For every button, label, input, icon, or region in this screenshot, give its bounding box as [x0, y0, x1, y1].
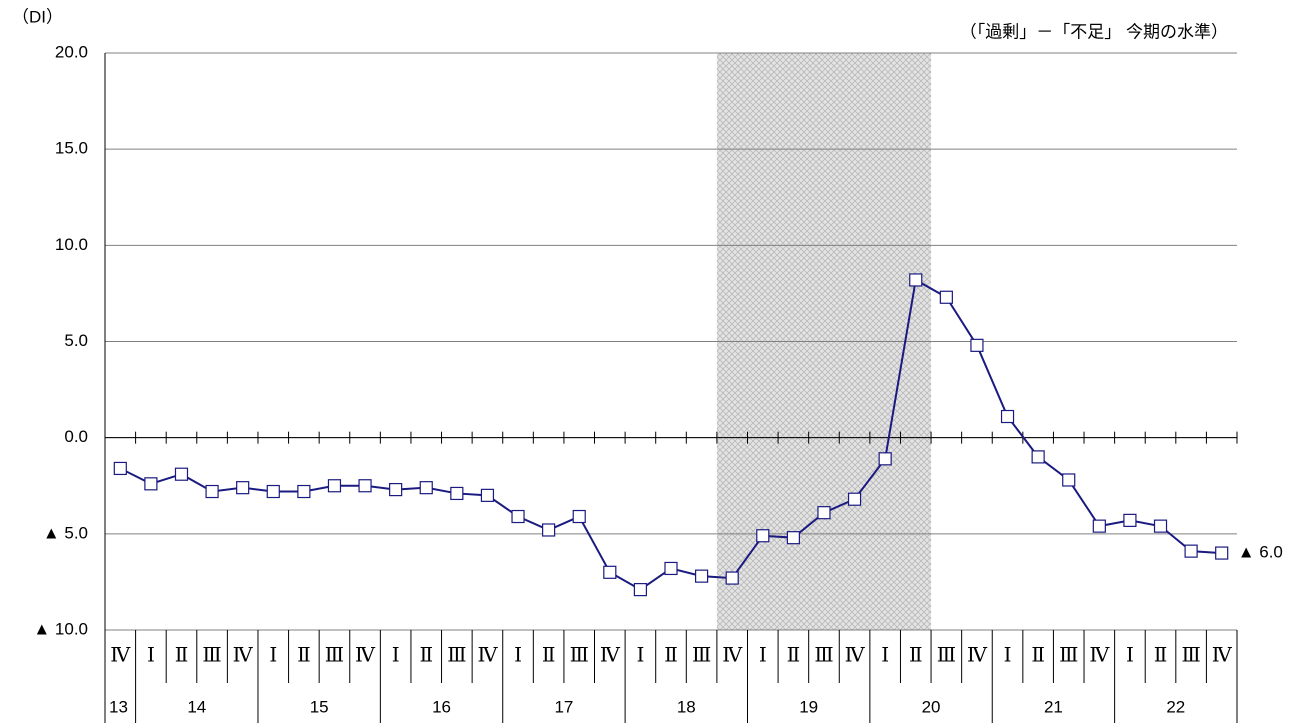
data-point	[144, 477, 158, 491]
x-tick-label: Ⅲ	[1181, 645, 1200, 667]
year-label: 15	[310, 697, 329, 716]
x-tick-label: Ⅱ	[1031, 645, 1045, 667]
x-tick-label: Ⅲ	[692, 645, 711, 667]
data-point	[236, 481, 250, 495]
data-point	[1153, 519, 1168, 533]
y-tick-label: 0.0	[64, 427, 88, 446]
data-point	[1184, 544, 1198, 558]
data-point	[174, 467, 189, 481]
y-tick-label: 10.0	[55, 235, 88, 254]
data-point	[756, 529, 770, 543]
data-point	[847, 492, 862, 506]
y-tick-label: 5.0	[64, 331, 88, 350]
x-tick-label: Ⅲ	[814, 645, 833, 667]
data-point	[419, 481, 433, 495]
x-tick-label: Ⅲ	[447, 645, 466, 667]
x-tick-label: Ⅱ	[419, 645, 433, 667]
subtitle: （「過剰」－「不足」 今期の水準）	[960, 22, 1228, 41]
x-tick-label: Ⅱ	[175, 645, 189, 667]
x-tick-label: Ⅳ	[355, 645, 376, 667]
x-tick-label: Ⅰ	[1126, 645, 1134, 667]
x-tick-label: Ⅰ	[636, 645, 644, 667]
x-tick-label: Ⅲ	[570, 645, 589, 667]
data-point	[480, 488, 495, 502]
y-unit-label: （DI）	[12, 7, 63, 26]
data-point	[542, 523, 556, 537]
year-label: 16	[432, 697, 451, 716]
x-tick-label: Ⅰ	[759, 645, 767, 667]
x-tick-label: Ⅰ	[1004, 645, 1012, 667]
x-tick-label: Ⅰ	[269, 645, 277, 667]
y-tick-label: 20.0	[55, 42, 88, 61]
data-point	[664, 561, 678, 576]
data-point	[1215, 546, 1229, 560]
year-label: 17	[554, 697, 573, 716]
x-tick-label: Ⅲ	[1059, 645, 1078, 667]
data-point	[327, 479, 342, 493]
x-tick-label: Ⅳ	[1212, 645, 1233, 667]
y-tick-label: 15.0	[55, 139, 88, 158]
data-point	[1031, 450, 1045, 464]
x-tick-label: Ⅱ	[1154, 645, 1168, 667]
x-tick-label: Ⅰ	[147, 645, 155, 667]
data-point	[205, 484, 219, 499]
y-tick-label: ▲ 5.0	[43, 523, 88, 542]
data-point	[633, 583, 648, 597]
data-point	[266, 484, 280, 499]
x-tick-label: Ⅳ	[233, 645, 254, 667]
x-tick-label: Ⅳ	[967, 645, 988, 667]
data-point	[725, 571, 739, 585]
year-label: 21	[1044, 697, 1063, 716]
year-label: 13	[109, 697, 128, 716]
x-tick-label: Ⅱ	[787, 645, 801, 667]
year-label: 19	[799, 697, 818, 716]
data-point	[450, 486, 464, 501]
data-point	[878, 452, 892, 466]
year-label: 18	[677, 697, 696, 716]
data-point	[358, 479, 372, 493]
data-point	[1062, 473, 1076, 487]
year-label: 14	[187, 697, 206, 716]
x-tick-label: Ⅲ	[202, 645, 221, 667]
data-point	[909, 273, 923, 287]
x-tick-label: Ⅱ	[542, 645, 556, 667]
data-point	[389, 482, 403, 497]
x-tick-label: Ⅰ	[392, 645, 400, 667]
x-tick-label: Ⅲ	[937, 645, 956, 667]
data-label: ▲ 6.0	[1238, 543, 1283, 562]
x-tick-label: Ⅳ	[845, 645, 866, 667]
year-label: 20	[922, 697, 941, 716]
x-tick-label: Ⅱ	[297, 645, 311, 667]
data-point	[970, 338, 984, 352]
x-tick-label: Ⅳ	[600, 645, 621, 667]
x-tick-label: Ⅲ	[325, 645, 344, 667]
data-point	[1123, 513, 1137, 527]
x-tick-label: Ⅳ	[722, 645, 743, 667]
data-point	[603, 565, 617, 579]
data-point	[786, 531, 800, 545]
data-point	[572, 509, 586, 524]
x-tick-label: Ⅳ	[477, 645, 498, 667]
data-point	[939, 290, 953, 304]
x-tick-label: Ⅱ	[664, 645, 678, 667]
data-point	[113, 461, 127, 476]
data-point	[694, 569, 709, 583]
data-point	[817, 506, 831, 520]
data-line	[119, 278, 1222, 591]
year-label: 22	[1166, 697, 1185, 716]
x-tick-label: Ⅱ	[909, 645, 923, 667]
data-point	[1092, 519, 1106, 533]
x-tick-label: Ⅳ	[110, 645, 131, 667]
y-tick-label: ▲ 10.0	[33, 619, 88, 638]
data-point	[1000, 409, 1015, 424]
data-point	[511, 509, 525, 524]
x-tick-label: Ⅳ	[1089, 645, 1110, 667]
data-point	[297, 484, 311, 499]
x-tick-label: Ⅰ	[881, 645, 889, 667]
x-tick-label: Ⅰ	[514, 645, 522, 667]
